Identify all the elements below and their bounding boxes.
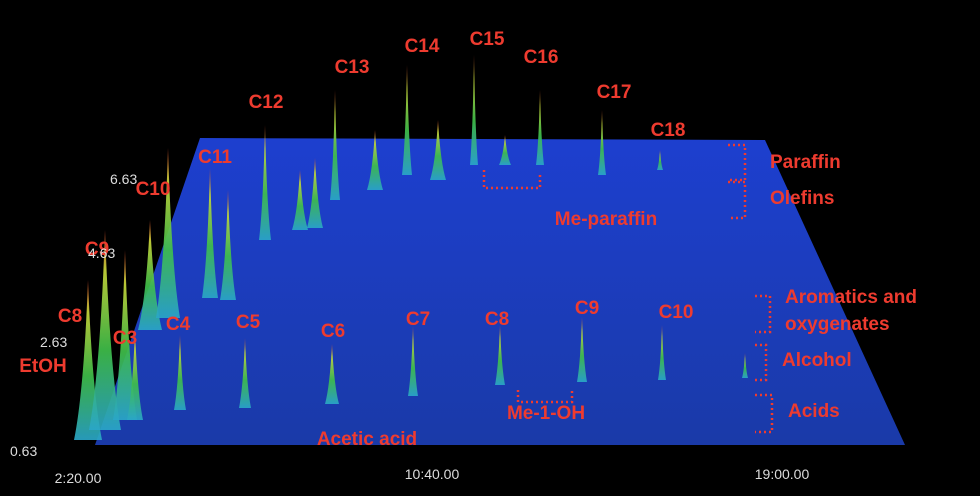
peak xyxy=(174,335,186,410)
group-label: oxygenates xyxy=(785,314,890,335)
peak xyxy=(292,170,308,230)
peak xyxy=(408,326,418,396)
peak-label: C9 xyxy=(85,239,109,260)
bracket xyxy=(516,390,574,404)
peak-label: C13 xyxy=(335,57,370,78)
peak xyxy=(430,120,446,180)
peak xyxy=(156,148,180,318)
peak-label: C8 xyxy=(58,306,82,327)
peak-label: C9 xyxy=(575,298,599,319)
peak xyxy=(536,90,544,165)
peak xyxy=(239,338,251,408)
group-label: Alcohol xyxy=(782,350,852,371)
peak xyxy=(127,330,143,420)
peak-label: C4 xyxy=(166,314,191,335)
peaks xyxy=(74,55,748,440)
peak xyxy=(89,230,121,430)
peak-label: C11 xyxy=(198,147,232,168)
group-label: Paraffin xyxy=(770,152,841,173)
peak-label: C17 xyxy=(597,82,632,103)
group-label: Acids xyxy=(788,401,840,422)
bracket xyxy=(482,170,542,190)
y-tick-label: 6.63 xyxy=(110,171,137,187)
group-label: Acetic acid xyxy=(317,429,417,450)
peak xyxy=(307,158,323,228)
x-tick-label: 10:40.00 xyxy=(405,466,460,482)
y-tick-label: 2.63 xyxy=(40,334,67,350)
peak xyxy=(325,344,339,404)
peak-label: C10 xyxy=(659,302,694,323)
x-tick-label: 2:20.00 xyxy=(55,470,102,486)
peak xyxy=(577,317,587,382)
peak xyxy=(598,110,606,175)
bracket xyxy=(728,143,747,220)
peak xyxy=(402,65,412,175)
peak xyxy=(367,130,383,190)
peak xyxy=(499,135,511,165)
peak xyxy=(470,55,478,165)
peak xyxy=(138,220,162,330)
peak xyxy=(657,150,663,170)
peak xyxy=(259,125,271,240)
peak-label: EtOH xyxy=(19,356,67,377)
peak-label: C5 xyxy=(236,312,261,333)
peak xyxy=(220,190,236,300)
y-tick-label: 4.63 xyxy=(88,245,115,261)
group-label: Me-paraffin xyxy=(555,209,657,230)
peak xyxy=(495,325,505,385)
peak-label: C15 xyxy=(470,29,505,50)
group-label: Olefins xyxy=(770,188,834,209)
peak-label: C10 xyxy=(136,179,171,200)
x-tick-label: 19:00.00 xyxy=(755,466,810,482)
y-tick-label: 0.63 xyxy=(10,443,37,459)
peak-label: C7 xyxy=(406,309,430,330)
peak-label: C6 xyxy=(321,321,345,342)
peak-label: C14 xyxy=(405,36,440,57)
peak xyxy=(113,250,137,420)
peak xyxy=(330,90,340,200)
peak xyxy=(742,353,748,378)
peak xyxy=(202,168,218,298)
bracket xyxy=(755,294,774,434)
peak-label: C18 xyxy=(651,120,686,141)
peak-label: C12 xyxy=(249,92,284,113)
group-label: Me-1-OH xyxy=(507,403,585,424)
peak xyxy=(658,325,666,380)
group-label: Aromatics and xyxy=(785,287,917,308)
peak-label: C16 xyxy=(524,47,559,68)
peak-label: C3 xyxy=(113,328,137,349)
peak-label: C8 xyxy=(485,309,509,330)
